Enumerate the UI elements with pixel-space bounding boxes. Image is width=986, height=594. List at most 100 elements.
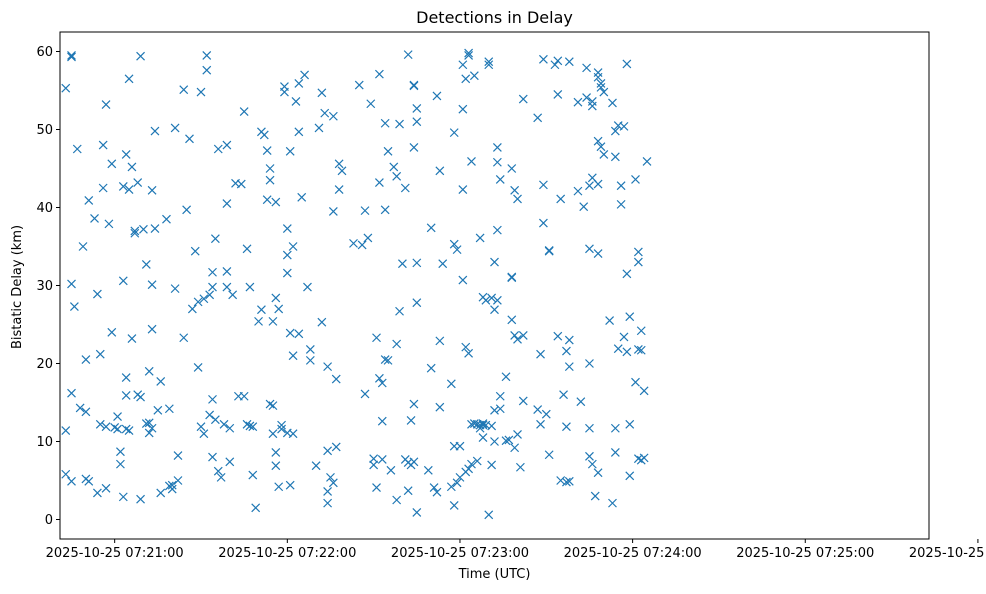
data-point — [536, 349, 545, 359]
data-point — [337, 166, 347, 176]
data-point — [533, 113, 543, 123]
data-point — [334, 159, 344, 169]
x-axis: 2025-10-25 07:21:00 2025-10-25 07:22:00 20… — [46, 539, 986, 561]
data-point — [144, 366, 154, 376]
y-axis: 0 10 20 30 40 50 60 — [36, 45, 60, 528]
data-point — [372, 483, 381, 492]
data-point — [136, 392, 145, 402]
data-point — [170, 123, 180, 133]
data-point — [285, 328, 295, 338]
data-point — [202, 65, 212, 75]
data-point — [406, 416, 416, 425]
data-point — [458, 185, 468, 194]
data-point — [636, 345, 646, 355]
data-point — [585, 451, 594, 461]
data-point — [326, 472, 335, 482]
data-point — [461, 342, 471, 352]
data-point — [288, 351, 298, 361]
data-point — [564, 335, 574, 345]
x-tick-label: 2025-10-25 07:22:00 — [218, 546, 356, 561]
data-point — [469, 71, 479, 81]
data-point — [619, 121, 629, 131]
data-point — [446, 379, 456, 389]
data-point — [67, 476, 76, 486]
data-point — [95, 419, 105, 429]
data-point — [625, 471, 635, 481]
data-point — [389, 162, 399, 172]
data-point — [150, 126, 160, 136]
data-point — [360, 389, 370, 399]
data-point — [458, 60, 468, 70]
x-tick-label: 2025-10-25 07:21:00 — [46, 546, 184, 561]
data-point — [374, 178, 384, 187]
data-point — [507, 315, 517, 325]
data-point — [303, 282, 312, 292]
y-axis-label: Bistatic Delay (km) — [10, 225, 25, 349]
data-point — [631, 174, 640, 184]
data-point — [515, 462, 525, 472]
data-point — [605, 316, 615, 326]
data-point — [452, 478, 462, 488]
data-point — [435, 402, 445, 412]
data-point — [265, 164, 275, 173]
data-point — [271, 461, 281, 471]
data-point — [291, 96, 301, 106]
data-point — [222, 199, 232, 209]
data-point — [599, 87, 609, 97]
data-point — [409, 81, 419, 91]
data-point — [124, 185, 134, 194]
data-point — [274, 482, 284, 492]
data-point — [544, 245, 554, 255]
data-point — [608, 98, 617, 108]
data-point — [538, 54, 548, 64]
data-point — [369, 460, 379, 470]
data-point — [271, 197, 281, 207]
data-point — [81, 407, 91, 417]
data-point — [136, 51, 145, 61]
data-point — [285, 146, 295, 156]
data-point — [438, 259, 448, 269]
data-point — [228, 290, 238, 300]
data-points — [61, 48, 652, 520]
data-point — [625, 312, 635, 322]
data-point — [216, 472, 226, 482]
chart-title: Detections in Delay — [416, 8, 573, 27]
data-point — [190, 246, 200, 256]
data-point — [490, 305, 499, 315]
data-point — [323, 446, 333, 456]
data-point — [282, 224, 292, 233]
data-point — [484, 60, 494, 70]
data-point — [121, 424, 131, 434]
x-tick-label: 2025-10-25 07:26:00 — [909, 546, 986, 561]
data-point — [518, 396, 528, 406]
data-point — [274, 304, 284, 314]
data-point — [147, 280, 157, 290]
data-point — [467, 459, 476, 469]
data-point — [222, 140, 232, 150]
data-point — [553, 56, 563, 66]
data-point — [254, 316, 263, 326]
data-point — [242, 419, 252, 429]
data-point — [432, 487, 442, 497]
data-point — [533, 405, 543, 414]
data-point — [553, 89, 563, 99]
data-point — [608, 498, 617, 508]
data-point — [492, 157, 502, 167]
data-point — [222, 267, 232, 276]
data-point — [610, 447, 620, 457]
data-point — [193, 297, 203, 307]
data-point — [294, 127, 304, 137]
data-point — [107, 159, 117, 169]
data-point — [285, 480, 295, 490]
data-point — [98, 183, 108, 193]
y-tick-label: 60 — [36, 45, 53, 60]
data-point — [173, 451, 183, 460]
data-point — [492, 143, 502, 152]
data-point — [256, 305, 266, 315]
data-point — [130, 228, 140, 238]
data-point — [585, 423, 594, 433]
data-point — [631, 377, 640, 387]
data-point — [147, 185, 157, 195]
data-point — [349, 238, 358, 248]
